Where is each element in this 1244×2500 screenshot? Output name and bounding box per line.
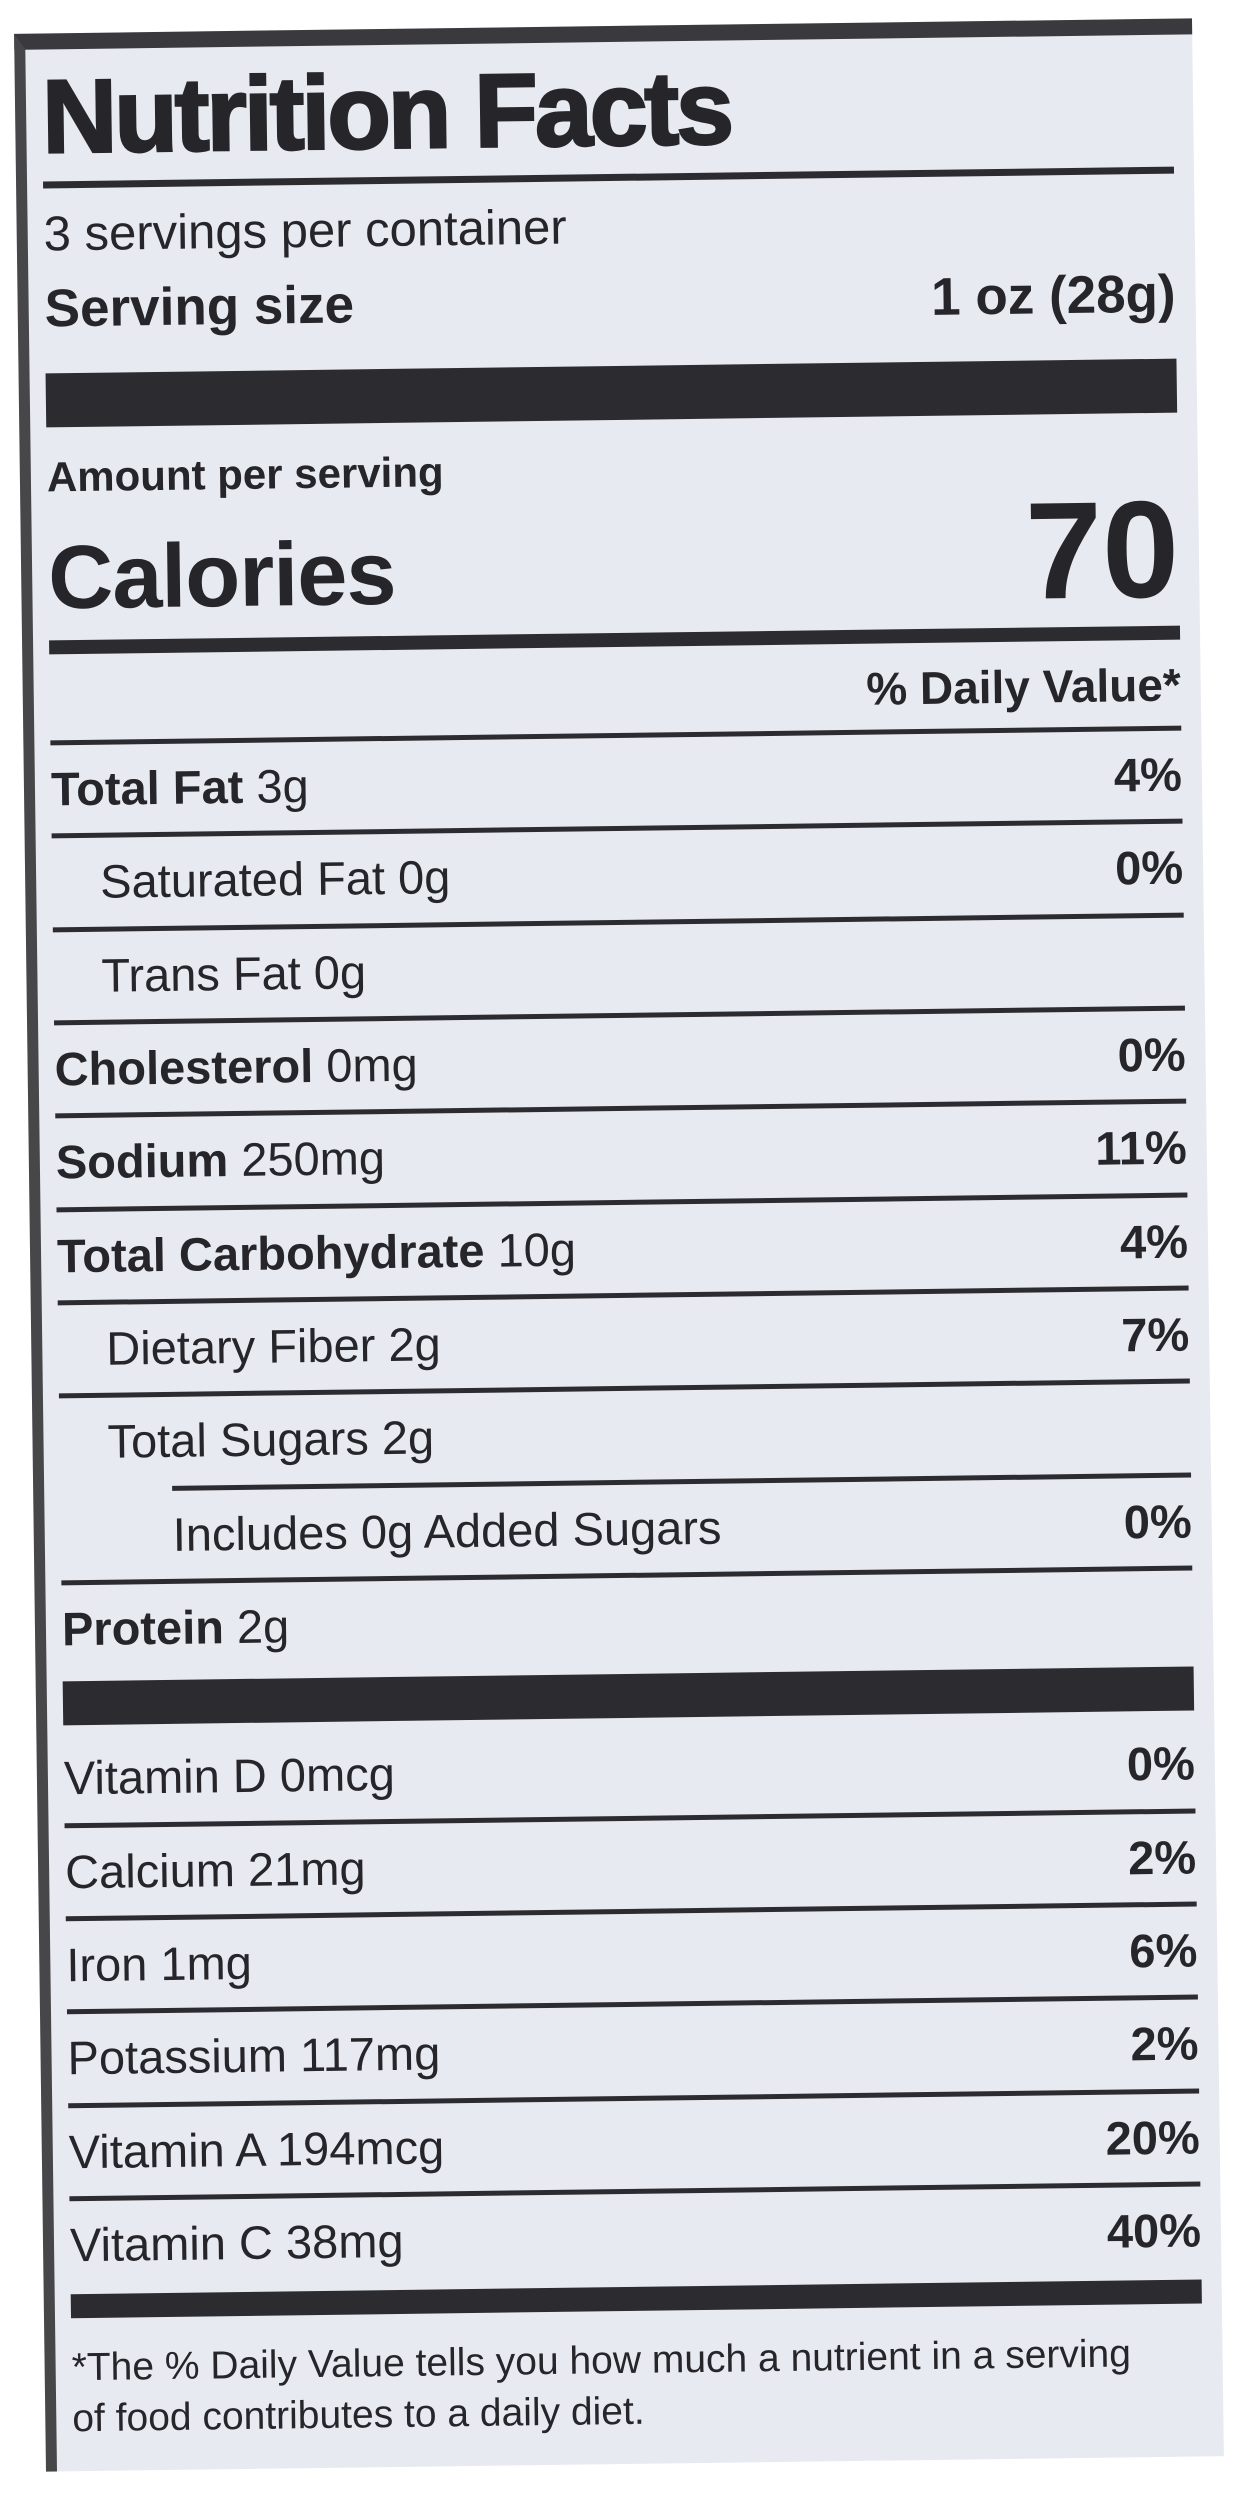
- nutrient-row: Sodium 250mg 11%: [55, 1098, 1188, 1208]
- nutrient-daily-value: 11%: [1094, 1120, 1188, 1176]
- nutrient-name: Protein 2g: [61, 1599, 290, 1656]
- calories-separator: [49, 625, 1181, 655]
- nutrient-row: Iron 1mg 6%: [65, 1901, 1198, 2010]
- nutrient-name: Vitamin A 194mcg: [68, 2120, 445, 2179]
- nutrient-row: Vitamin C 38mg 40%: [69, 2181, 1202, 2290]
- nutrient-name: Vitamin C 38mg: [69, 2214, 404, 2272]
- nutrient-name: Cholesterol 0mg: [54, 1037, 419, 1096]
- nutrient-row: Protein 2g: [61, 1565, 1194, 1674]
- nutrient-row: Dietary Fiber 2g 7%: [57, 1285, 1190, 1394]
- serving-size-label: Serving size: [44, 275, 355, 339]
- nutrient-row: Cholesterol 0mg 0%: [54, 1005, 1187, 1114]
- nutrient-daily-value: 6%: [1129, 1923, 1198, 1978]
- nutrient-row: Total Fat 3g 4%: [50, 725, 1183, 834]
- nutrient-name: Calcium 21mg: [64, 1841, 366, 1899]
- daily-value-header: % Daily Value*: [865, 658, 1182, 715]
- calories-value: 70: [1024, 472, 1180, 629]
- serving-size-row: Serving size 1 oz (28g): [44, 264, 1176, 340]
- nutrient-row: Saturated Fat 0g 0%: [51, 818, 1184, 928]
- nutrient-daily-value: 4%: [1113, 747, 1183, 802]
- nutrient-daily-value: 0%: [1117, 1027, 1186, 1082]
- nutrient-daily-value: 0%: [1114, 840, 1184, 895]
- servings-per-container: 3 servings per container: [43, 200, 567, 262]
- nutrient-daily-value: 0%: [1123, 1494, 1193, 1549]
- nutrient-name: Iron 1mg: [66, 1935, 253, 1992]
- nutrient-daily-value: 2%: [1127, 1830, 1197, 1885]
- nutrient-name: Trans Fat 0g: [101, 944, 367, 1002]
- nutrient-name: Total Sugars 2g: [107, 1410, 435, 1469]
- nutrient-name: Total Carbohydrate 10g: [56, 1222, 577, 1283]
- nutrient-row: Potassium 117mg 2%: [66, 1994, 1200, 2104]
- macronutrient-rows: Total Fat 3g 4% Saturated Fat 0g 0% Trans Fa…: [50, 725, 1194, 1674]
- nutrient-daily-value: 2%: [1130, 2016, 1199, 2071]
- micronutrient-rows: Vitamin D 0mcg 0% Calcium 21mg 2% Iron 1mg 6%…: [63, 1711, 1202, 2290]
- nutrient-name: Dietary Fiber 2g: [105, 1317, 441, 1375]
- thick-separator-top: [45, 358, 1178, 428]
- nutrient-row: Calcium 21mg 2%: [64, 1808, 1197, 1917]
- nutrient-daily-value: 7%: [1120, 1307, 1190, 1362]
- nutrient-row: Trans Fat 0g: [52, 912, 1185, 1021]
- nutrient-name: Saturated Fat 0g: [99, 850, 451, 909]
- nutrient-name: Total Fat 3g: [50, 759, 309, 816]
- nutrient-row: Vitamin A 194mcg 20%: [68, 2088, 1201, 2197]
- calories-label: Calories: [47, 523, 397, 629]
- label-title: Nutrition Facts: [40, 49, 733, 177]
- nutrient-name: Sodium 250mg: [55, 1131, 386, 1189]
- nutrient-row: Vitamin D 0mcg 0%: [63, 1711, 1196, 1823]
- nutrient-daily-value: 4%: [1119, 1214, 1189, 1269]
- nutrient-row: Includes 0g Added Sugars 0%: [172, 1472, 1193, 1579]
- nutrient-daily-value: 40%: [1106, 2203, 1202, 2258]
- serving-size-value: 1 oz (28g): [930, 264, 1176, 327]
- nutrient-daily-value: 0%: [1126, 1736, 1196, 1791]
- calories-row: Calories 70: [47, 472, 1180, 629]
- nutrition-facts-label: Nutrition Facts 3 servings per container…: [14, 18, 1224, 2472]
- nutrient-daily-value: 20%: [1105, 2110, 1201, 2165]
- nutrient-row: Total Carbohydrate 10g 4%: [56, 1192, 1189, 1301]
- nutrient-row: Total Sugars 2g: [58, 1378, 1192, 1488]
- footnote: *The % Daily Value tells you how much a …: [71, 2331, 1132, 2441]
- nutrient-name: Vitamin D 0mcg: [63, 1747, 396, 1805]
- nutrient-name: Includes 0g Added Sugars: [172, 1500, 722, 1561]
- nutrient-name: Potassium 117mg: [67, 2026, 441, 2085]
